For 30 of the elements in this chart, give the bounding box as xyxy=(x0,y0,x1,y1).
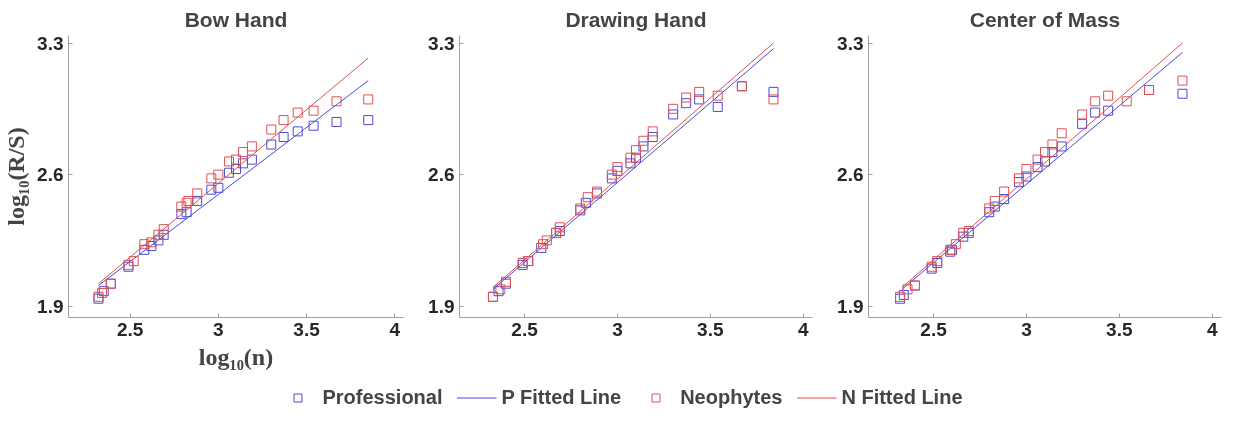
y-tick-label: 1.9 xyxy=(428,295,455,317)
x-tick-label: 3.5 xyxy=(293,318,321,340)
x-tick-label: 3.5 xyxy=(697,318,724,340)
y-tick-label: 2.6 xyxy=(428,164,455,186)
y-tick-label: 3.3 xyxy=(37,32,64,54)
legend-label: N Fitted Line xyxy=(841,385,963,409)
x-tick-label: 2.5 xyxy=(920,318,948,340)
y-tick-label: 3.3 xyxy=(428,32,455,54)
y-tick-label: 2.6 xyxy=(37,164,64,186)
chart-title: Drawing Hand xyxy=(565,7,707,31)
y-tick-label: 2.6 xyxy=(837,164,864,186)
chart-title: Bow Hand xyxy=(184,7,288,31)
y-tick-label: 1.9 xyxy=(837,295,864,317)
x-tick-label: 4 xyxy=(389,318,401,340)
chart-title: Center of Mass xyxy=(969,7,1121,31)
x-tick-label: 3 xyxy=(612,318,623,340)
legend-label: Neophytes xyxy=(680,385,783,409)
x-tick-label: 3 xyxy=(213,318,224,340)
x-tick-label: 4 xyxy=(797,318,809,340)
x-tick-label: 2.5 xyxy=(511,318,539,340)
x-tick-label: 3.5 xyxy=(1106,318,1133,340)
y-tick-label: 3.3 xyxy=(837,32,864,54)
x-tick-label: 3 xyxy=(1021,318,1032,340)
y-tick-label: 1.9 xyxy=(37,295,64,317)
y-axis-title: log₁₀(R/S) xyxy=(3,127,30,226)
legend-label: Professional xyxy=(322,385,443,409)
x-tick-label: 4 xyxy=(1206,318,1218,340)
legend-label: P Fitted Line xyxy=(501,385,622,409)
x-tick-label: 2.5 xyxy=(117,318,144,340)
x-axis-title: log₁₀(n) xyxy=(198,343,274,370)
